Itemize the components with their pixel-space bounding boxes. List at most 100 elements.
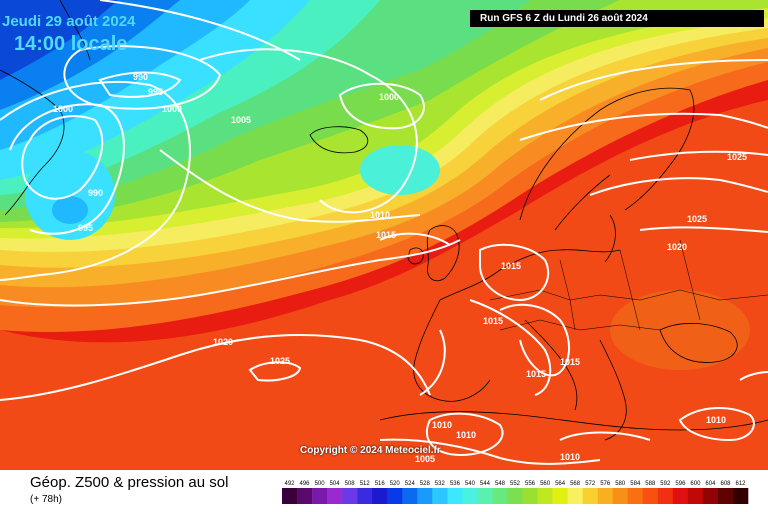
run-info: Run GFS 6 Z du Lundi 26 août 2024 xyxy=(470,10,764,27)
legend-value: 512 xyxy=(360,481,371,487)
isobar-label: 1000 xyxy=(162,104,182,114)
legend-swatch xyxy=(567,488,583,504)
legend-value: 592 xyxy=(660,481,671,487)
isobar-label: 1020 xyxy=(667,242,687,252)
band-576 xyxy=(0,100,768,470)
legend-value: 576 xyxy=(600,481,611,487)
legend-value: 572 xyxy=(585,481,596,487)
forecast-offset: (+ 78h) xyxy=(30,494,62,505)
legend-swatch xyxy=(312,488,328,504)
color-legend: 492 496 500 504 508 512 516 520 524 528 532 536 540 5… xyxy=(282,481,749,504)
isobar-label: 1015 xyxy=(501,261,521,271)
isobar-label: 990 xyxy=(88,188,103,198)
isobar-label: 1010 xyxy=(456,430,476,440)
legend-value: 504 xyxy=(330,481,341,487)
isobar-label: 1015 xyxy=(483,316,503,326)
legend-value: 500 xyxy=(315,481,326,487)
isobar-labels: 990 995 1000 1000 1005 1000 990 995 1010… xyxy=(53,72,747,464)
legend-value: 492 xyxy=(284,481,295,487)
legend-swatch xyxy=(687,488,704,504)
legend-swatch xyxy=(657,488,674,504)
isobar-label: 1025 xyxy=(727,152,747,162)
legend-swatch xyxy=(717,488,734,504)
legend-value: 600 xyxy=(690,481,701,487)
legend-swatch xyxy=(447,488,463,504)
cold-pool-iceland xyxy=(360,145,440,195)
legend-value: 568 xyxy=(570,481,581,487)
legend-value: 532 xyxy=(435,481,446,487)
warm-core-east xyxy=(610,290,750,370)
isobar-label: 1015 xyxy=(526,369,546,379)
isobar-label: 1015 xyxy=(560,357,580,367)
legend-swatch xyxy=(627,488,643,504)
isobar-label: 1010 xyxy=(560,452,580,462)
legend-value: 612 xyxy=(735,481,746,487)
legend-swatch xyxy=(672,488,689,504)
legend-swatch xyxy=(477,488,493,504)
cold-trough-core xyxy=(52,196,88,224)
legend-value: 608 xyxy=(720,481,731,487)
legend-value: 544 xyxy=(480,481,491,487)
legend-value: 520 xyxy=(390,481,401,487)
isobar-label: 1025 xyxy=(687,214,707,224)
isobar-label: 1005 xyxy=(415,454,435,464)
legend-swatch xyxy=(282,488,298,504)
legend-value: 516 xyxy=(375,481,386,487)
legend-swatch xyxy=(537,488,553,504)
legend-swatch xyxy=(597,488,613,504)
weather-map: 990 995 1000 1000 1005 1000 990 995 1010… xyxy=(0,0,768,470)
legend-value: 596 xyxy=(675,481,686,487)
legend-swatch xyxy=(402,488,418,504)
legend-value: 580 xyxy=(615,481,626,487)
legend-swatch xyxy=(492,488,508,504)
legend-swatch xyxy=(387,488,403,504)
forecast-time: 14:00 locale xyxy=(14,33,128,55)
legend-swatch xyxy=(432,488,448,504)
legend-swatch xyxy=(612,488,628,504)
forecast-date: Jeudi 29 août 2024 xyxy=(2,13,136,30)
legend-swatch xyxy=(327,488,343,504)
legend-swatch xyxy=(507,488,523,504)
isobar-label: 995 xyxy=(148,87,163,97)
legend-swatch xyxy=(372,488,388,504)
chart-title: Géop. Z500 & pression au sol xyxy=(30,474,229,491)
legend-value: 588 xyxy=(645,481,656,487)
legend-value: 540 xyxy=(465,481,476,487)
legend-value: 528 xyxy=(420,481,431,487)
isobar-label: 995 xyxy=(78,223,93,233)
legend-swatch xyxy=(342,488,358,504)
legend-value: 548 xyxy=(495,481,506,487)
legend-swatch xyxy=(462,488,478,504)
isobar-label: 1010 xyxy=(706,415,726,425)
legend-swatch xyxy=(733,488,749,504)
isobars xyxy=(0,0,768,465)
legend-swatch xyxy=(357,488,373,504)
legend-value: 508 xyxy=(345,481,356,487)
isobar-label: 1005 xyxy=(231,115,251,125)
legend-value: 556 xyxy=(525,481,536,487)
band-520 xyxy=(0,0,118,80)
isobar-label: 1010 xyxy=(432,420,452,430)
isobar-label: 990 xyxy=(133,72,148,82)
legend-value: 496 xyxy=(299,481,310,487)
legend-swatch xyxy=(522,488,538,504)
legend-value: 560 xyxy=(540,481,551,487)
coastlines xyxy=(0,0,768,441)
isobar-label: 1000 xyxy=(379,92,399,102)
legend-swatch xyxy=(552,488,568,504)
legend-swatch xyxy=(417,488,433,504)
isobar-label: 1000 xyxy=(53,104,73,114)
legend-swatch xyxy=(297,488,313,504)
isobar-label: 1025 xyxy=(270,356,290,366)
legend-value: 604 xyxy=(705,481,716,487)
isobar-label: 1020 xyxy=(213,337,233,347)
legend-value: 564 xyxy=(555,481,566,487)
legend-value: 524 xyxy=(405,481,416,487)
legend-swatch xyxy=(702,488,719,504)
legend-swatch xyxy=(642,488,659,504)
legend-value: 552 xyxy=(510,481,521,487)
legend-swatch xyxy=(582,488,598,504)
copyright: Copyright © 2024 Meteociel.fr xyxy=(300,445,441,456)
isobar-label: 1015 xyxy=(376,230,396,240)
